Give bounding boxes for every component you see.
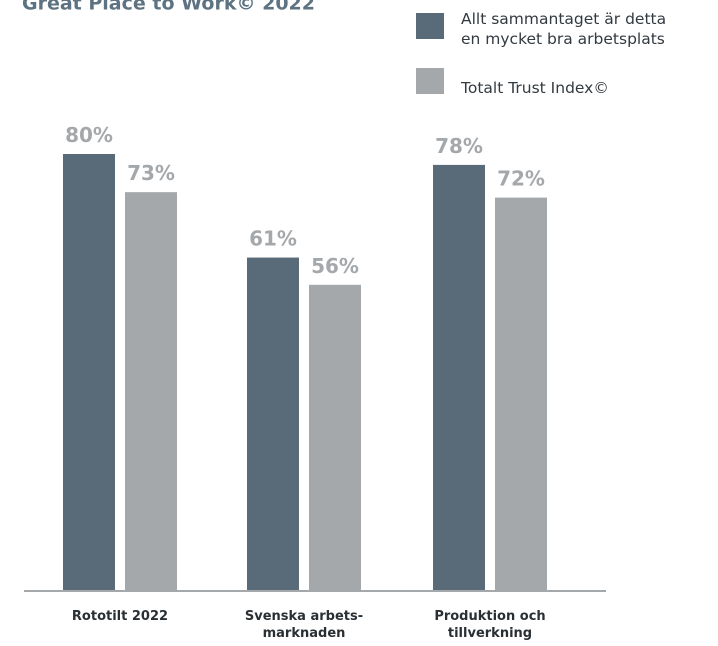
bars — [63, 154, 547, 590]
bar-series-1-cat-2 — [247, 257, 299, 590]
chart-title: Great Place to Work© 2022 — [22, 0, 315, 15]
value-label-series-2-cat-1: 73% — [127, 161, 175, 185]
legend-label-1: Allt sammantaget är detta en mycket bra a… — [461, 10, 666, 48]
bar-series-2-cat-1 — [125, 192, 177, 590]
legend: Allt sammantaget är detta en mycket bra a… — [416, 10, 666, 97]
bar-series-2-cat-3 — [495, 197, 547, 590]
value-label-series-1-cat-1: 80% — [65, 123, 113, 147]
category-label-1: Rototilt 2022 — [72, 609, 168, 624]
category-labels: Rototilt 2022 Svenska arbets-marknaden Pro… — [72, 609, 546, 641]
value-label-series-1-cat-3: 78% — [435, 134, 483, 158]
value-label-series-1-cat-2: 61% — [249, 227, 297, 251]
bar-series-1-cat-1 — [63, 154, 115, 590]
value-labels: 80% 61% 78% 73% 56% 72% — [65, 123, 545, 278]
value-label-series-2-cat-3: 72% — [497, 167, 545, 191]
value-label-series-2-cat-2: 56% — [311, 254, 359, 278]
bar-series-2-cat-2 — [309, 284, 361, 590]
category-label-3: Produktion och tillverkning — [434, 609, 545, 641]
legend-label-2: Totalt Trust Index© — [460, 79, 609, 97]
legend-swatch-1 — [416, 13, 444, 39]
bar-series-1-cat-3 — [433, 164, 485, 590]
category-label-2: Svenska arbets-marknaden — [245, 609, 363, 641]
legend-swatch-2 — [416, 68, 444, 94]
